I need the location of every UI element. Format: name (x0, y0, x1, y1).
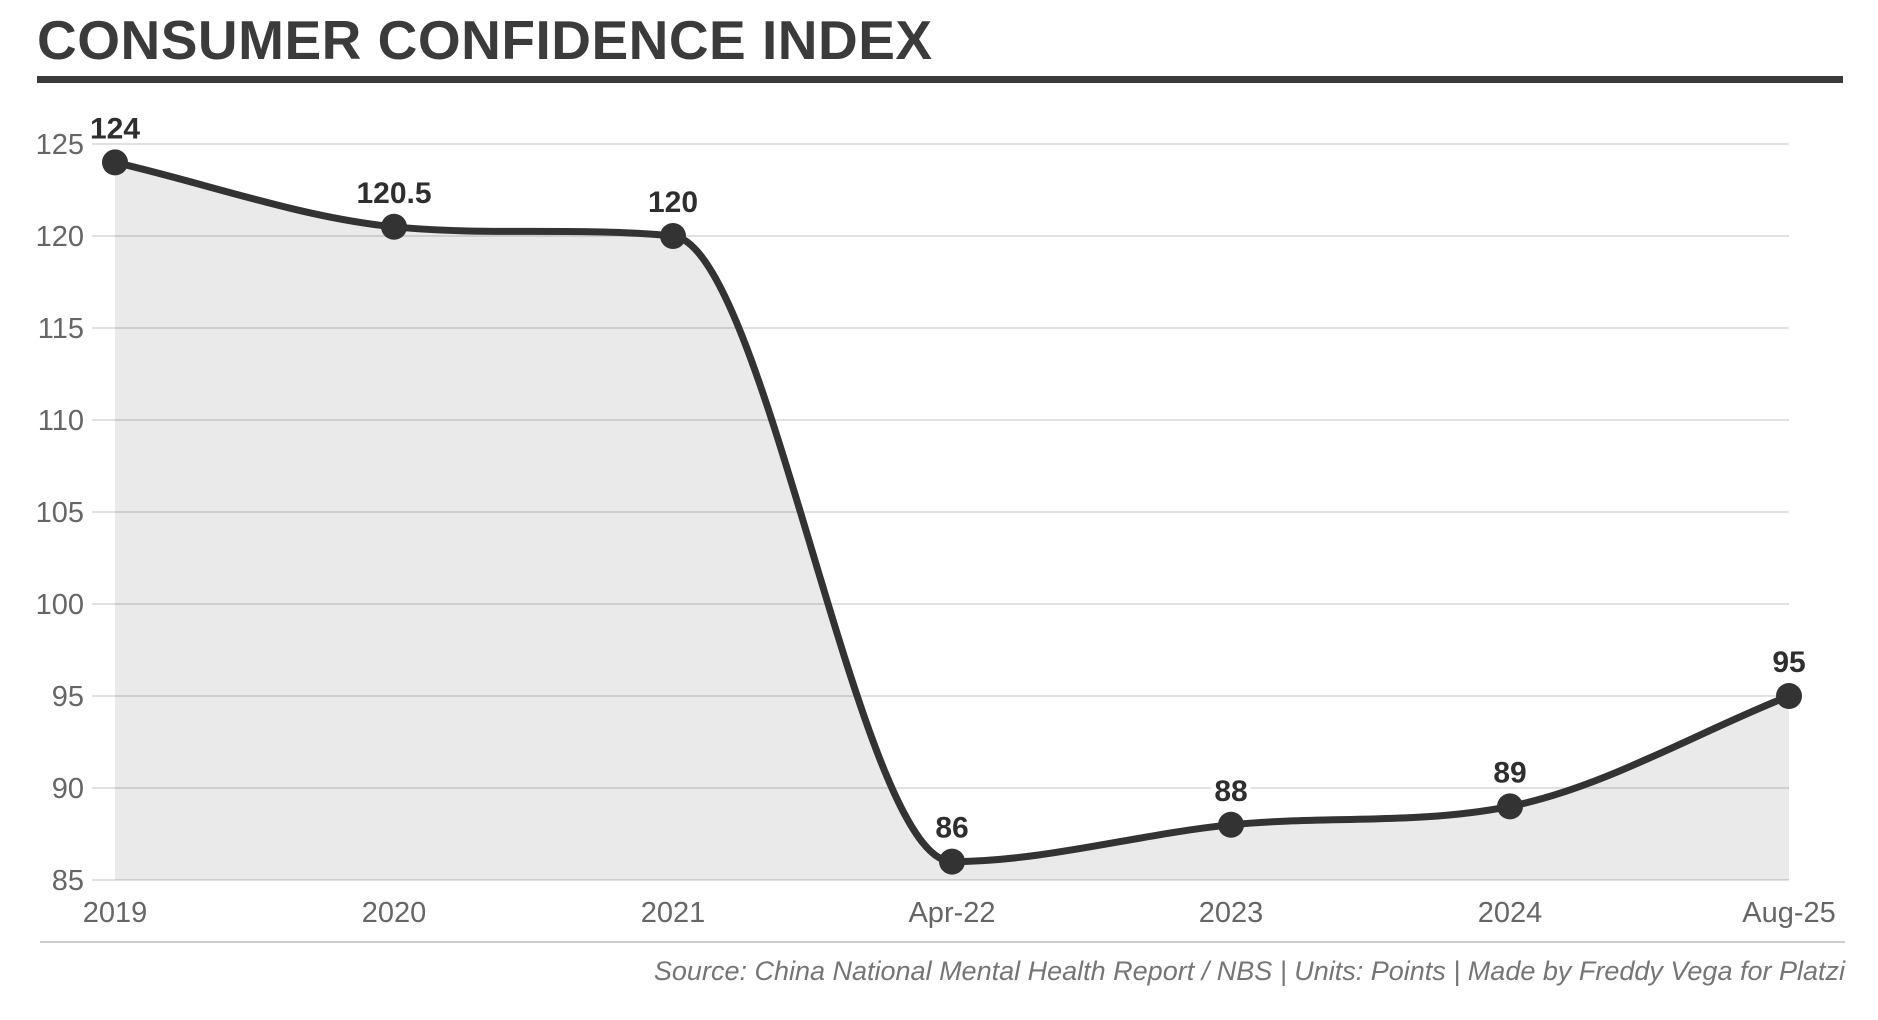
source-attribution: Source: China National Mental Health Rep… (653, 956, 1845, 986)
y-axis-tick-label: 95 (52, 681, 84, 713)
y-axis-tick-label: 105 (36, 497, 84, 529)
x-axis-tick-label: Aug-25 (1742, 897, 1836, 929)
data-point-marker (939, 848, 965, 875)
x-axis-tick-label: 2021 (641, 897, 706, 929)
y-axis-tick-label: 120 (36, 221, 84, 253)
x-axis-tick-label: 2019 (83, 897, 148, 929)
y-axis-tick-label: 90 (52, 773, 84, 805)
y-axis-tick-label: 110 (38, 405, 84, 437)
y-axis-tick-label: 125 (36, 129, 84, 161)
area-fill-group (115, 162, 1789, 880)
point-labels-group: 124 120.5 120 86 88 89 95 (85, 108, 1810, 849)
gridlines-group (92, 143, 1789, 881)
data-point-marker (1776, 683, 1802, 709)
data-point-marker (381, 213, 407, 240)
data-point-label: 86 (935, 812, 968, 845)
x-axis-tick-label: 2023 (1199, 897, 1264, 929)
data-point-marker (660, 223, 686, 249)
data-point-marker (102, 149, 128, 176)
data-point-label: 88 (1214, 775, 1247, 808)
markers-group (102, 149, 1802, 875)
data-point-label: 120.5 (356, 177, 431, 210)
data-point-marker (1218, 811, 1244, 838)
y-axis-labels-group: 85 90 95 100 105 110 115 120 125 (36, 129, 84, 897)
x-axis-tick-label: 2024 (1478, 897, 1543, 929)
data-point-label: 95 (1772, 646, 1805, 679)
y-axis-tick-label: 100 (36, 589, 84, 621)
x-axis-tick-label: Apr-22 (908, 897, 995, 929)
x-axis-labels-group: 2019 2020 2021 Apr-22 2023 2024 Aug-25 (83, 897, 1836, 929)
title-rule (37, 76, 1843, 83)
y-axis-tick-label: 85 (52, 865, 84, 897)
chart-title: CONSUMER CONFIDENCE INDEX (37, 9, 933, 71)
data-point-label: 124 (90, 112, 140, 145)
chart-svg: 85 90 95 100 105 110 115 120 125 124 120.5 120 86 88… (36, 108, 1836, 929)
y-axis-tick-label: 115 (38, 313, 84, 345)
series-area-fill (115, 162, 1789, 880)
x-axis-tick-label: 2020 (362, 897, 427, 929)
data-point-label: 89 (1493, 756, 1526, 789)
footer-rule (40, 941, 1845, 943)
data-point-label: 120 (648, 186, 698, 219)
data-point-marker (1497, 793, 1523, 820)
